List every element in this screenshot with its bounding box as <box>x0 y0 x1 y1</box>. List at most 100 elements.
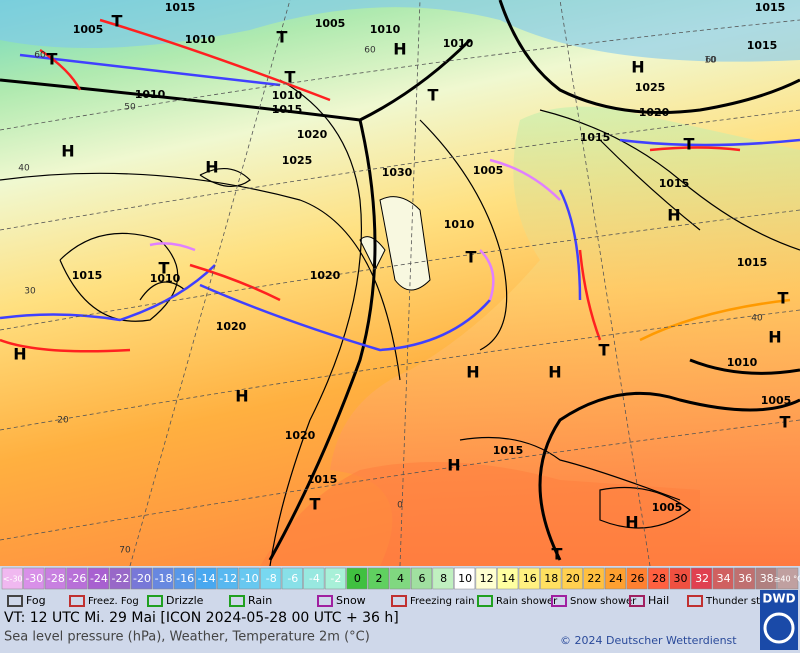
isobar-label: 1010 <box>727 356 758 369</box>
pressure-center: T <box>466 248 477 267</box>
temperature-swatch <box>540 567 562 590</box>
isobar-label: 1010 <box>185 33 216 46</box>
temperature-swatch <box>454 567 476 590</box>
temperature-label: ≥40 °C <box>774 575 800 584</box>
temperature-swatch <box>432 567 454 590</box>
isobar-label: 1010 <box>150 272 181 285</box>
temperature-label: 26 <box>630 572 644 585</box>
temperature-label: 14 <box>501 572 515 585</box>
temperature-label: -14 <box>198 572 216 585</box>
isobar-label: 1015 <box>747 39 778 52</box>
weather-symbol <box>69 595 85 607</box>
temperature-swatch <box>260 567 282 590</box>
temperature-swatch <box>66 567 88 590</box>
temperature-label: -24 <box>90 572 108 585</box>
temperature-swatch <box>281 567 303 590</box>
temperature-swatch <box>734 567 756 590</box>
isobar-label: 1010 <box>444 218 475 231</box>
pressure-center: T <box>285 68 296 87</box>
temperature-label: 4 <box>397 572 404 585</box>
temperature-label: 6 <box>419 572 426 585</box>
pressure-center: H <box>235 387 248 406</box>
temperature-label: 20 <box>566 572 580 585</box>
temperature-swatch <box>238 567 260 590</box>
temperature-label: -6 <box>287 572 298 585</box>
temperature-label: -8 <box>266 572 277 585</box>
isobar-label: 1020 <box>285 429 316 442</box>
temperature-label: 12 <box>480 572 494 585</box>
weather-label: Drizzle <box>166 594 204 607</box>
isobar-label: 1015 <box>165 1 196 14</box>
pressure-center: H <box>466 363 479 382</box>
weather-symbol <box>7 595 23 607</box>
weather-label: Freez. Fog <box>88 596 139 607</box>
temperature-label: 28 <box>652 572 666 585</box>
latitude-label: 10 <box>704 56 716 66</box>
pressure-center: T <box>599 341 610 360</box>
temperature-swatch <box>324 567 346 590</box>
temperature-swatch <box>389 567 411 590</box>
pressure-center: H <box>625 513 638 532</box>
temperature-swatch <box>152 567 174 590</box>
isobar-label: 1010 <box>135 88 166 101</box>
isobar-label: 1005 <box>652 501 683 514</box>
latitude-label: 30 <box>24 287 36 297</box>
map: 1015 1005 1005 1010 1010 1010 1010 1010 1015 1020… <box>0 0 800 567</box>
isobar-label: 1015 <box>493 444 524 457</box>
temperature-swatch <box>669 567 691 590</box>
temperature-swatch <box>518 567 540 590</box>
temperature-swatch <box>217 567 239 590</box>
temperature-label: -22 <box>111 572 129 585</box>
temperature-label: 30 <box>674 572 688 585</box>
temperature-swatch <box>777 567 799 590</box>
pressure-center: H <box>205 158 218 177</box>
temperature-swatch <box>1 567 23 590</box>
temperature-label: 38 <box>760 572 774 585</box>
weather-symbol <box>317 595 333 607</box>
isobar-label: 1005 <box>473 164 504 177</box>
weather-label: Snow <box>336 594 366 607</box>
latitude-label: 60 <box>34 51 46 61</box>
temperature-label: 10 <box>458 572 472 585</box>
pressure-center: T <box>310 495 321 514</box>
temperature-swatch <box>583 567 605 590</box>
temperature-swatch <box>87 567 109 590</box>
weather-label: Rain <box>248 594 272 607</box>
temperature-label: 2 <box>375 572 382 585</box>
weather-label: Fog <box>26 594 46 607</box>
temperature-label: -18 <box>155 572 173 585</box>
temperature-label: 34 <box>717 572 731 585</box>
copyright: © 2024 Deutscher Wetterdienst <box>560 634 737 647</box>
weather-label: Thunder storm <box>705 596 780 607</box>
logo-text: DWD <box>762 592 795 606</box>
temperature-swatch <box>411 567 433 590</box>
temperature-label: -26 <box>68 572 86 585</box>
temperature-swatch <box>44 567 66 590</box>
isobar-label: 1030 <box>382 166 413 179</box>
weather-label: Freezing rain <box>410 596 474 607</box>
isobar-label: 1005 <box>761 394 792 407</box>
temperature-swatch <box>497 567 519 590</box>
isobar-label: 1020 <box>639 106 670 119</box>
temperature-label: -30 <box>25 572 43 585</box>
temperature-label: -16 <box>176 572 194 585</box>
temperature-label: -12 <box>219 572 237 585</box>
temperature-swatch <box>712 567 734 590</box>
temperature-label: 8 <box>440 572 447 585</box>
isobar-label: 1020 <box>216 320 247 333</box>
isobar-label: 1015 <box>307 473 338 486</box>
weather-symbol <box>629 595 645 607</box>
weather-symbol <box>687 595 703 607</box>
temperature-swatch <box>647 567 670 590</box>
latitude-label: 70 <box>119 546 131 556</box>
isobar-label: 1015 <box>659 177 690 190</box>
pressure-center: T <box>47 50 58 69</box>
temperature-swatch <box>303 567 325 590</box>
temperature-swatch <box>475 567 497 590</box>
temperature-label: 18 <box>544 572 558 585</box>
temperature-swatch <box>174 567 196 590</box>
temperature-label: 0 <box>354 572 361 585</box>
temperature-label: -4 <box>309 572 320 585</box>
pressure-center: T <box>684 135 695 154</box>
